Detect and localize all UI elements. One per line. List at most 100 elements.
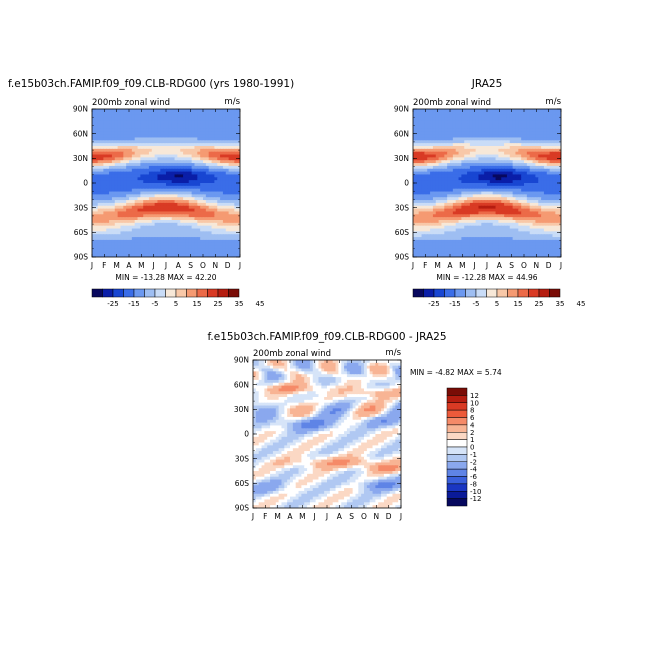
field-cell [535, 183, 539, 187]
field-cell [524, 171, 528, 176]
field-cell [151, 128, 156, 133]
field-cell [217, 154, 221, 158]
field-cell [495, 120, 499, 124]
field-cell [211, 111, 215, 116]
field-cell [455, 160, 460, 164]
field-cell [140, 168, 144, 173]
field-cell [163, 214, 167, 218]
field-cell [180, 254, 184, 257]
field-cell [549, 154, 554, 158]
field-cell [157, 191, 161, 195]
field-cell [109, 171, 113, 176]
colorbar-box [207, 288, 219, 298]
field-cell [109, 146, 113, 150]
field-cell [129, 180, 133, 184]
field-cell [143, 222, 147, 227]
field-cell [413, 123, 417, 127]
field-cell [424, 111, 428, 116]
field-cell [191, 231, 196, 235]
field-cell [415, 143, 420, 147]
field-cell [231, 160, 235, 164]
field-cell [498, 148, 502, 153]
field-cell [97, 239, 102, 244]
field-cell [495, 143, 499, 147]
field-cell [203, 131, 207, 136]
field-cell [549, 222, 554, 227]
field-cell [129, 174, 133, 178]
field-cell [504, 137, 508, 141]
field-cell [512, 114, 517, 119]
field-cell [558, 163, 561, 167]
field-cell [171, 157, 176, 161]
field-cell [418, 160, 423, 164]
field-cell [555, 111, 559, 116]
field-cell [203, 180, 207, 184]
field-cell [191, 242, 196, 247]
field-cell [220, 242, 224, 247]
field-cell [452, 200, 457, 204]
field-cell [171, 117, 176, 121]
field-cell [237, 234, 240, 238]
field-cell [214, 188, 218, 193]
field-cell [183, 194, 187, 198]
field-cell [129, 231, 133, 235]
field-cell [231, 254, 235, 257]
field-cell [475, 188, 480, 193]
field-cell [438, 220, 443, 224]
field-cell [143, 211, 147, 215]
field-cell [447, 114, 451, 119]
field-cell [194, 245, 198, 250]
field-cell [188, 165, 193, 170]
field-cell [117, 222, 122, 227]
field-cell [467, 111, 471, 116]
field-cell [512, 174, 517, 178]
field-cell [231, 197, 235, 201]
field-cell [163, 239, 167, 244]
field-cell [504, 114, 508, 119]
field-cell [183, 222, 187, 227]
field-cell [208, 120, 213, 124]
field-cell [228, 188, 233, 193]
field-cell [543, 220, 548, 224]
field-cell [211, 237, 215, 241]
field-cell [441, 205, 445, 210]
field-cell [205, 143, 210, 147]
field-cell [131, 137, 136, 141]
field-cell [154, 205, 159, 210]
field-cell [222, 174, 227, 178]
field-cell [521, 126, 525, 130]
field-cell [208, 134, 213, 139]
field-cell [103, 211, 107, 215]
field-cell [541, 180, 545, 184]
field-cell [131, 251, 136, 255]
field-cell [441, 171, 445, 176]
field-cell [464, 205, 468, 210]
field-cell [237, 143, 240, 147]
field-cell [205, 245, 210, 250]
field-cell [220, 171, 224, 176]
field-cell [413, 109, 417, 113]
field-cell [415, 185, 420, 190]
field-cell [92, 200, 96, 204]
field-cell [498, 123, 502, 127]
field-cell [529, 180, 534, 184]
field-cell [489, 208, 494, 213]
field-cell [424, 188, 428, 193]
colorbar-box [102, 288, 114, 298]
field-cell [94, 237, 99, 241]
field-cell [478, 137, 482, 141]
field-cell [137, 128, 141, 133]
field-cell [518, 128, 522, 133]
field-cell [160, 171, 164, 176]
field-cell [509, 188, 514, 193]
field-cell [458, 177, 462, 181]
field-cell [194, 194, 198, 198]
field-cell [203, 191, 207, 195]
field-cell [481, 111, 485, 116]
field-cell [532, 185, 536, 190]
field-cell [228, 120, 233, 124]
field-cell [220, 194, 224, 198]
field-cell [430, 205, 434, 210]
field-cell [467, 128, 471, 133]
field-cell [197, 168, 201, 173]
